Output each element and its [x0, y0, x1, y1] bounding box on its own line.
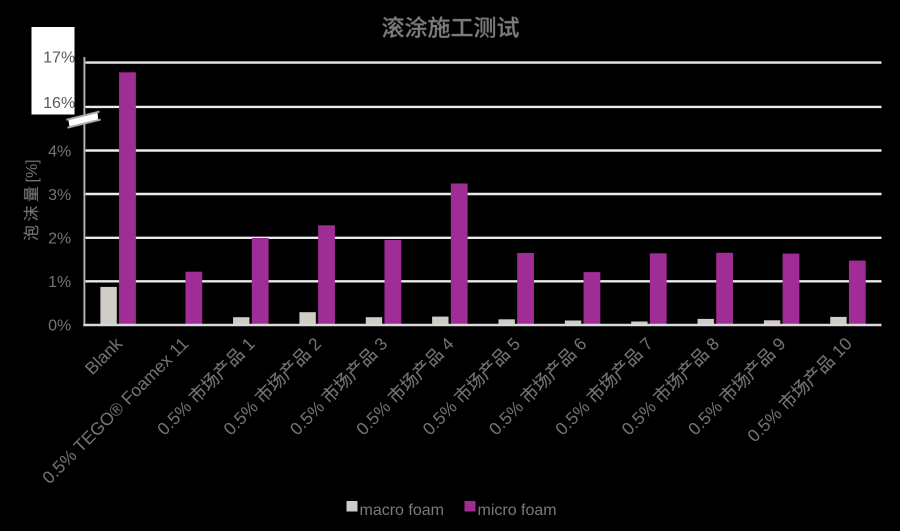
svg-text:macro foam: macro foam — [360, 502, 444, 519]
svg-text:[%]: [%] — [24, 159, 41, 182]
svg-text:micro foam: micro foam — [478, 502, 557, 519]
svg-text:4%: 4% — [48, 143, 71, 160]
svg-text:1%: 1% — [48, 274, 71, 291]
svg-text:2%: 2% — [48, 231, 71, 248]
svg-text:17%: 17% — [43, 50, 75, 67]
svg-text:3%: 3% — [48, 187, 71, 204]
svg-text:16%: 16% — [43, 95, 75, 112]
svg-text:0%: 0% — [48, 318, 71, 335]
